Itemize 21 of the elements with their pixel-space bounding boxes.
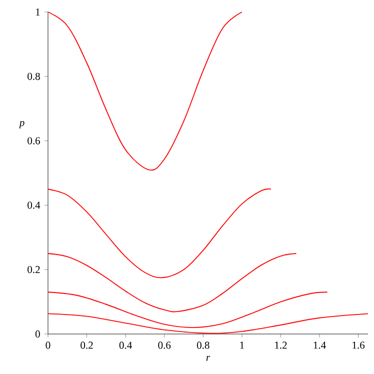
line-series — [48, 12, 242, 170]
x-tick-label: 1.6 — [352, 342, 365, 349]
x-tick-label: 0.8 — [196, 342, 210, 349]
line-series — [48, 253, 297, 312]
line-series — [48, 292, 328, 328]
y-tick-label: 1 — [36, 8, 40, 16]
x-tick-label: 1.2 — [275, 342, 287, 349]
x-tick-label: 0 — [46, 342, 50, 349]
x-axis-title: r — [206, 356, 210, 361]
y-tick-label: 0 — [35, 330, 40, 338]
line-series — [48, 188, 272, 278]
x-tick-label: 0.4 — [119, 342, 132, 349]
x-tick-label: 1 — [240, 342, 244, 349]
x-tick-label: 1.4 — [314, 342, 326, 349]
y-tick-label: 0.2 — [28, 266, 40, 274]
y-tick-label: 0.8 — [28, 72, 40, 80]
y-tick-label: 0.4 — [28, 202, 40, 209]
x-tick-label: 0.2 — [80, 342, 93, 349]
y-axis-title: p — [18, 121, 24, 128]
y-tick-label: 0.6 — [28, 137, 40, 144]
x-tick-label: 0.6 — [158, 342, 171, 349]
